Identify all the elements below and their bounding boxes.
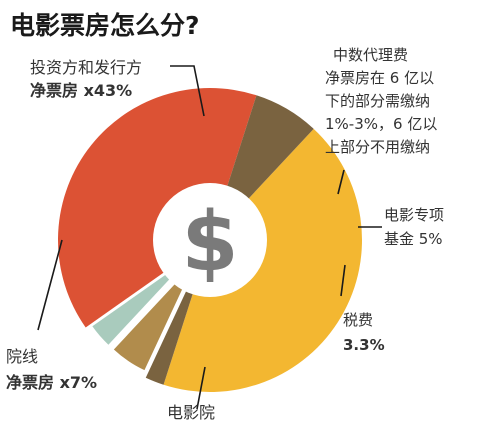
leader-investors bbox=[170, 65, 205, 117]
leader-lines bbox=[37, 65, 382, 410]
label-film-fund: 电影专项 基金 5% bbox=[384, 206, 449, 248]
leader-cinema bbox=[196, 366, 206, 410]
slice-tax bbox=[92, 258, 189, 345]
slice-cinema bbox=[58, 88, 257, 328]
label-cinema: 电影院 bbox=[167, 403, 215, 422]
slice-film-fund bbox=[113, 263, 195, 371]
dollar-icon: $ bbox=[181, 195, 238, 290]
label-circuit: 院线 净票房 x7% bbox=[6, 347, 97, 392]
label-investors: 投资方和发行方 净票房 x43% bbox=[30, 58, 147, 100]
slice-labels: 投资方和发行方 净票房 x43% 中数代理费 净票房在 6 亿以 下的部分需缴纳… bbox=[6, 46, 449, 422]
center-hole bbox=[153, 183, 267, 297]
label-tax: 税费 3.3% bbox=[343, 311, 385, 354]
leader-agency-fee bbox=[337, 169, 345, 195]
chart-title: 电影票房怎么分? bbox=[10, 11, 200, 40]
label-agency-fee: 中数代理费 净票房在 6 亿以 下的部分需缴纳 1%-3%，6 亿以 上部分不用… bbox=[325, 46, 442, 156]
leader-tax bbox=[340, 264, 346, 297]
leader-circuit bbox=[37, 239, 63, 331]
